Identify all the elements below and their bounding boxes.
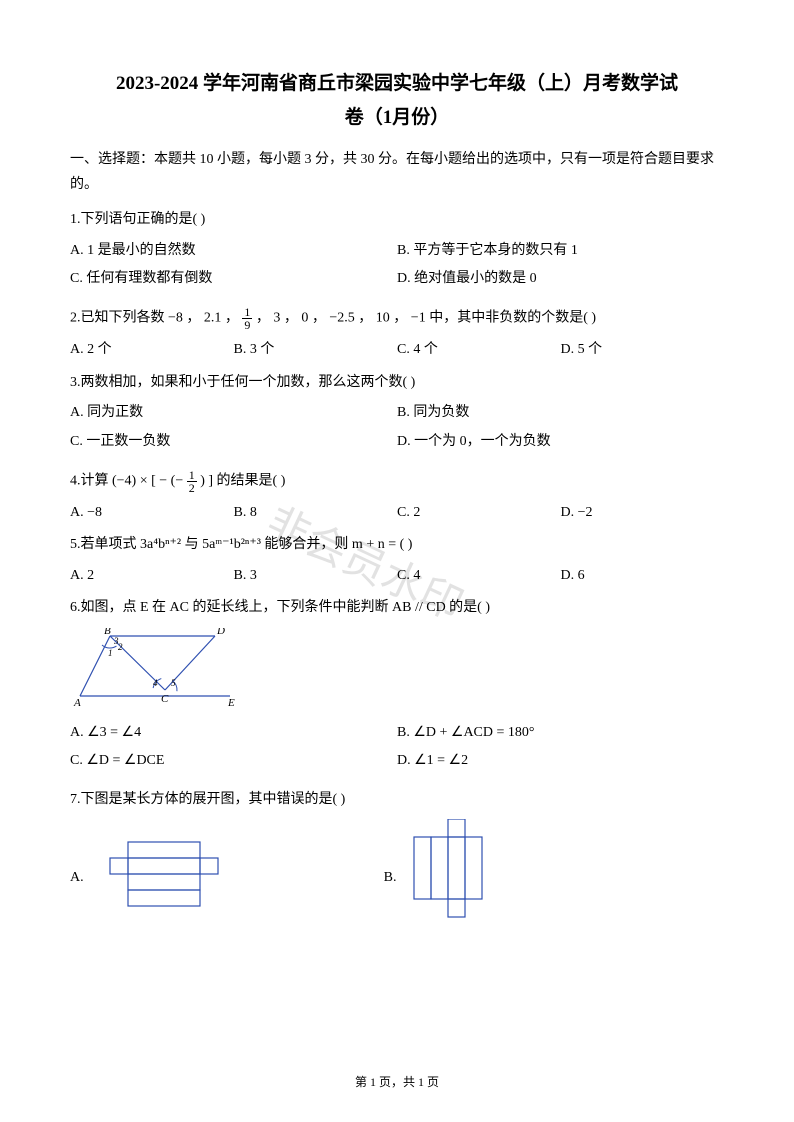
q2-option-a: A. 2 个 [70, 339, 234, 361]
svg-text:D: D [216, 628, 225, 637]
exam-title-line2: 卷（1月份） [70, 103, 724, 133]
question-6: 6.如图，点 E 在 AC 的延长线上，下列条件中能判断 AB // CD 的是… [70, 597, 724, 779]
q4-option-b: B. 8 [234, 502, 398, 524]
q1-option-d: D. 绝对值最小的数是 0 [397, 268, 724, 290]
q1-option-b: B. 平方等于它本身的数只有 1 [397, 240, 724, 262]
q4-frac-den: 2 [187, 482, 197, 494]
q7-option-b-label: B. [384, 867, 397, 889]
q1-option-a: A. 1 是最小的自然数 [70, 240, 397, 262]
page-content: 2023-2024 学年河南省商丘市梁园实验中学七年级（上）月考数学试 卷（1月… [70, 70, 724, 938]
question-2-text: 2.已知下列各数 −8 ， 2.1 ， 1 9 ， 3 ， 0 ， −2.5 ，… [70, 306, 724, 331]
svg-text:A: A [73, 697, 81, 706]
q3-option-d: D. 一个为 0，一个为负数 [397, 431, 724, 453]
q2-option-b: B. 3 个 [234, 339, 398, 361]
question-6-text: 6.如图，点 E 在 AC 的延长线上，下列条件中能判断 AB // CD 的是… [70, 597, 724, 619]
q4-suffix: ) ] 的结果是( ) [200, 474, 285, 489]
svg-text:1: 1 [108, 648, 113, 658]
q2-suffix: ， 3 ， 0 ， −2.5 ， 10 ， −1 中，其中非负数的个数是( ) [256, 311, 596, 326]
q4-fraction: 1 2 [187, 469, 197, 494]
question-3: 3.两数相加，如果和小于任何一个加数，那么这两个数( ) A. 同为正数 B. … [70, 372, 724, 459]
question-7: 7.下图是某长方体的展开图，其中错误的是( ) A. B. [70, 789, 724, 938]
svg-text:E: E [227, 697, 235, 706]
section-intro: 一、选择题：本题共 10 小题，每小题 3 分，共 30 分。在每小题给出的选项… [70, 147, 724, 197]
svg-text:B: B [104, 628, 111, 637]
q6-option-b: B. ∠D + ∠ACD = 180° [397, 722, 724, 744]
svg-text:3: 3 [113, 636, 119, 646]
q5-option-c: C. 4 [397, 565, 561, 587]
q2-frac-den: 9 [242, 319, 252, 331]
q2-prefix: 2.已知下列各数 −8 ， 2.1 ， [70, 311, 239, 326]
q2-option-d: D. 5 个 [561, 339, 725, 361]
q4-option-d: D. −2 [561, 502, 725, 524]
question-3-text: 3.两数相加，如果和小于任何一个加数，那么这两个数( ) [70, 372, 724, 394]
q1-option-c: C. 任何有理数都有倒数 [70, 268, 397, 290]
q6-geometry-figure: A B C D E 123 4 5 [70, 628, 724, 714]
svg-text:5: 5 [171, 678, 176, 688]
svg-text:C: C [161, 693, 169, 705]
q2-fraction: 1 9 [242, 306, 252, 331]
question-2: 2.已知下列各数 −8 ， 2.1 ， 1 9 ， 3 ， 0 ， −2.5 ，… [70, 306, 724, 361]
q4-option-c: C. 2 [397, 502, 561, 524]
question-7-text: 7.下图是某长方体的展开图，其中错误的是( ) [70, 789, 724, 811]
question-4: 4.计算 (−4) × [ − (− 1 2 ) ] 的结果是( ) A. −8… [70, 469, 724, 524]
page-footer: 第 1 页，共 1 页 [0, 1073, 794, 1092]
question-5: 5.若单项式 3a⁴bⁿ⁺² 与 5aᵐ⁻¹b²ⁿ⁺³ 能够合并，则 m + n… [70, 534, 724, 587]
exam-title-line1: 2023-2024 学年河南省商丘市梁园实验中学七年级（上）月考数学试 [70, 70, 724, 99]
q7-net-b-figure [406, 819, 516, 937]
svg-text:2: 2 [118, 642, 123, 652]
question-1-text: 1.下列语句正确的是( ) [70, 209, 724, 231]
q5-option-a: A. 2 [70, 565, 234, 587]
q7-net-a-figure [94, 834, 234, 922]
q5-option-d: D. 6 [561, 565, 725, 587]
q5-option-b: B. 3 [234, 565, 398, 587]
question-5-text: 5.若单项式 3a⁴bⁿ⁺² 与 5aᵐ⁻¹b²ⁿ⁺³ 能够合并，则 m + n… [70, 534, 724, 556]
question-4-text: 4.计算 (−4) × [ − (− 1 2 ) ] 的结果是( ) [70, 469, 724, 494]
q6-option-c: C. ∠D = ∠DCE [70, 750, 397, 772]
q2-option-c: C. 4 个 [397, 339, 561, 361]
q3-option-a: A. 同为正数 [70, 402, 397, 424]
q7-option-a-label: A. [70, 867, 84, 889]
svg-text:4: 4 [153, 678, 158, 688]
q4-prefix: 4.计算 (−4) × [ − (− [70, 474, 183, 489]
q3-option-c: C. 一正数一负数 [70, 431, 397, 453]
question-1: 1.下列语句正确的是( ) A. 1 是最小的自然数 B. 平方等于它本身的数只… [70, 209, 724, 296]
q4-option-a: A. −8 [70, 502, 234, 524]
q3-option-b: B. 同为负数 [397, 402, 724, 424]
q6-option-d: D. ∠1 = ∠2 [397, 750, 724, 772]
q6-option-a: A. ∠3 = ∠4 [70, 722, 397, 744]
